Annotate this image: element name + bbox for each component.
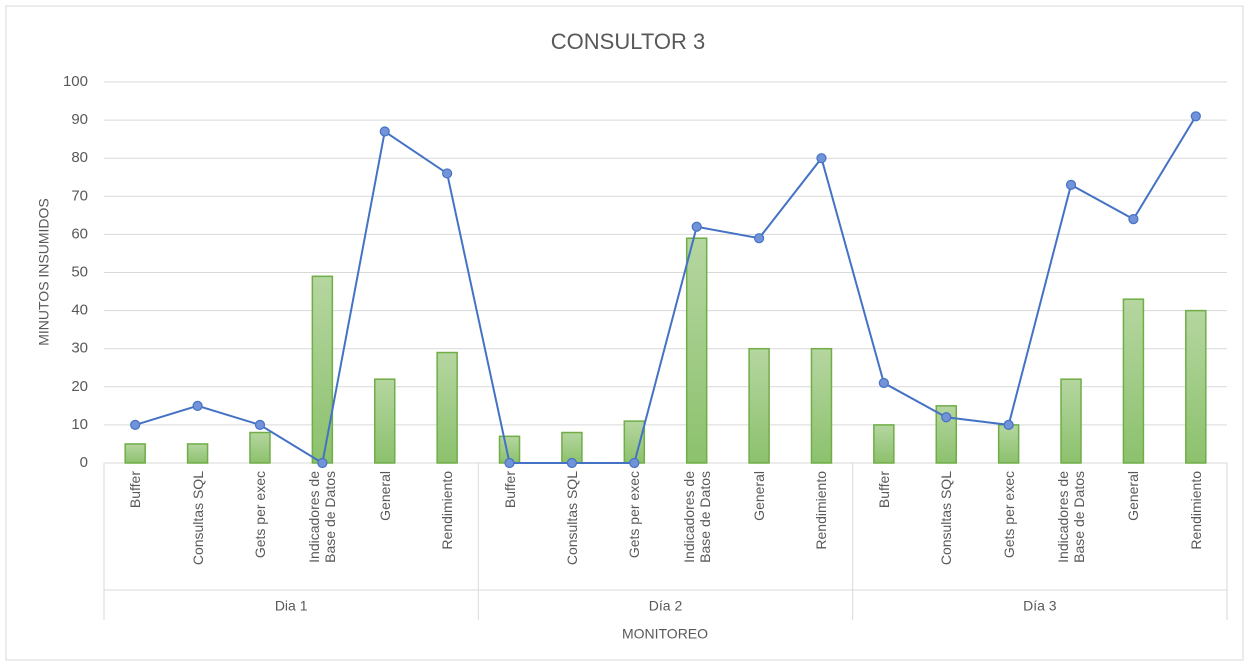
x-tick-label: General — [1125, 471, 1142, 521]
y-tick-label: 90 — [71, 111, 88, 128]
y-tick-label: 0 — [80, 454, 88, 471]
bar — [374, 378, 396, 464]
y-tick-label: 80 — [71, 149, 88, 166]
bar — [311, 275, 334, 464]
marker — [816, 153, 827, 164]
y-tick-label: 60 — [71, 225, 88, 242]
y-tick-label: 10 — [71, 416, 88, 433]
marker — [254, 419, 266, 430]
x-tick-label: Buffer — [127, 471, 144, 509]
x-tick-label: Indicadores de Base de Datos — [1055, 471, 1088, 563]
marker — [1003, 419, 1014, 430]
marker — [317, 457, 328, 469]
y-tick-label: 30 — [71, 340, 88, 357]
y-axis-title: MINUTOS INSUMIDOS — [36, 198, 52, 346]
x-tick-label: General — [376, 471, 393, 521]
bar — [685, 237, 708, 464]
bar — [935, 405, 957, 464]
bar — [1185, 309, 1207, 464]
marker — [504, 457, 515, 469]
x-tick-label: Rendimiento — [813, 471, 830, 550]
x-tick-label: Indicadores de Base de Datos — [306, 471, 339, 563]
bar — [997, 424, 1020, 464]
chart-border — [5, 5, 1244, 661]
x-tick-label: Gets per exec — [251, 471, 268, 559]
marker — [192, 400, 203, 411]
line — [134, 115, 1197, 465]
marker — [878, 377, 889, 389]
x-tick-label: Consultas SQL — [563, 471, 580, 566]
marker — [442, 168, 453, 179]
x-tick-label: General — [751, 471, 768, 521]
group-label: Día 2 — [649, 598, 683, 614]
marker — [1128, 214, 1139, 225]
marker — [941, 412, 952, 423]
bar — [810, 347, 833, 464]
y-tick-label: 40 — [71, 302, 88, 319]
y-tick-label: 50 — [71, 263, 88, 280]
x-axis-title: MONITOREO — [622, 626, 708, 642]
x-tick-label: Indicadores de Base de Datos — [680, 471, 713, 563]
x-tick-label: Rendimiento — [1187, 471, 1204, 550]
x-tick-label: Rendimiento — [439, 471, 456, 550]
y-tick-label: 70 — [71, 187, 88, 204]
bar — [249, 431, 271, 464]
bar — [1122, 298, 1145, 464]
group-label: Día 3 — [1023, 598, 1057, 614]
bar — [436, 351, 458, 464]
marker — [130, 419, 141, 430]
y-tick-label: 20 — [71, 378, 88, 395]
marker — [753, 233, 765, 244]
bar — [124, 443, 146, 464]
x-tick-label: Buffer — [501, 471, 518, 509]
marker — [566, 457, 578, 469]
bar — [1060, 378, 1082, 464]
chart-title: CONSULTOR 3 — [551, 29, 705, 54]
marker — [1065, 179, 1077, 190]
y-tick-label: 100 — [63, 73, 88, 90]
marker — [691, 221, 702, 232]
bar — [748, 347, 770, 464]
x-tick-label: Buffer — [875, 471, 892, 509]
marker — [629, 457, 640, 469]
marker — [1190, 111, 1201, 122]
x-tick-label: Consultas SQL — [189, 471, 206, 566]
x-tick-label: Consultas SQL — [938, 471, 955, 566]
group-label: Dia 1 — [275, 598, 308, 614]
marker — [379, 126, 390, 137]
x-tick-label: Gets per exec — [1000, 471, 1017, 559]
x-tick-label: Gets per exec — [626, 471, 643, 559]
bar — [186, 443, 209, 464]
bar — [873, 424, 895, 464]
bar — [623, 420, 646, 464]
